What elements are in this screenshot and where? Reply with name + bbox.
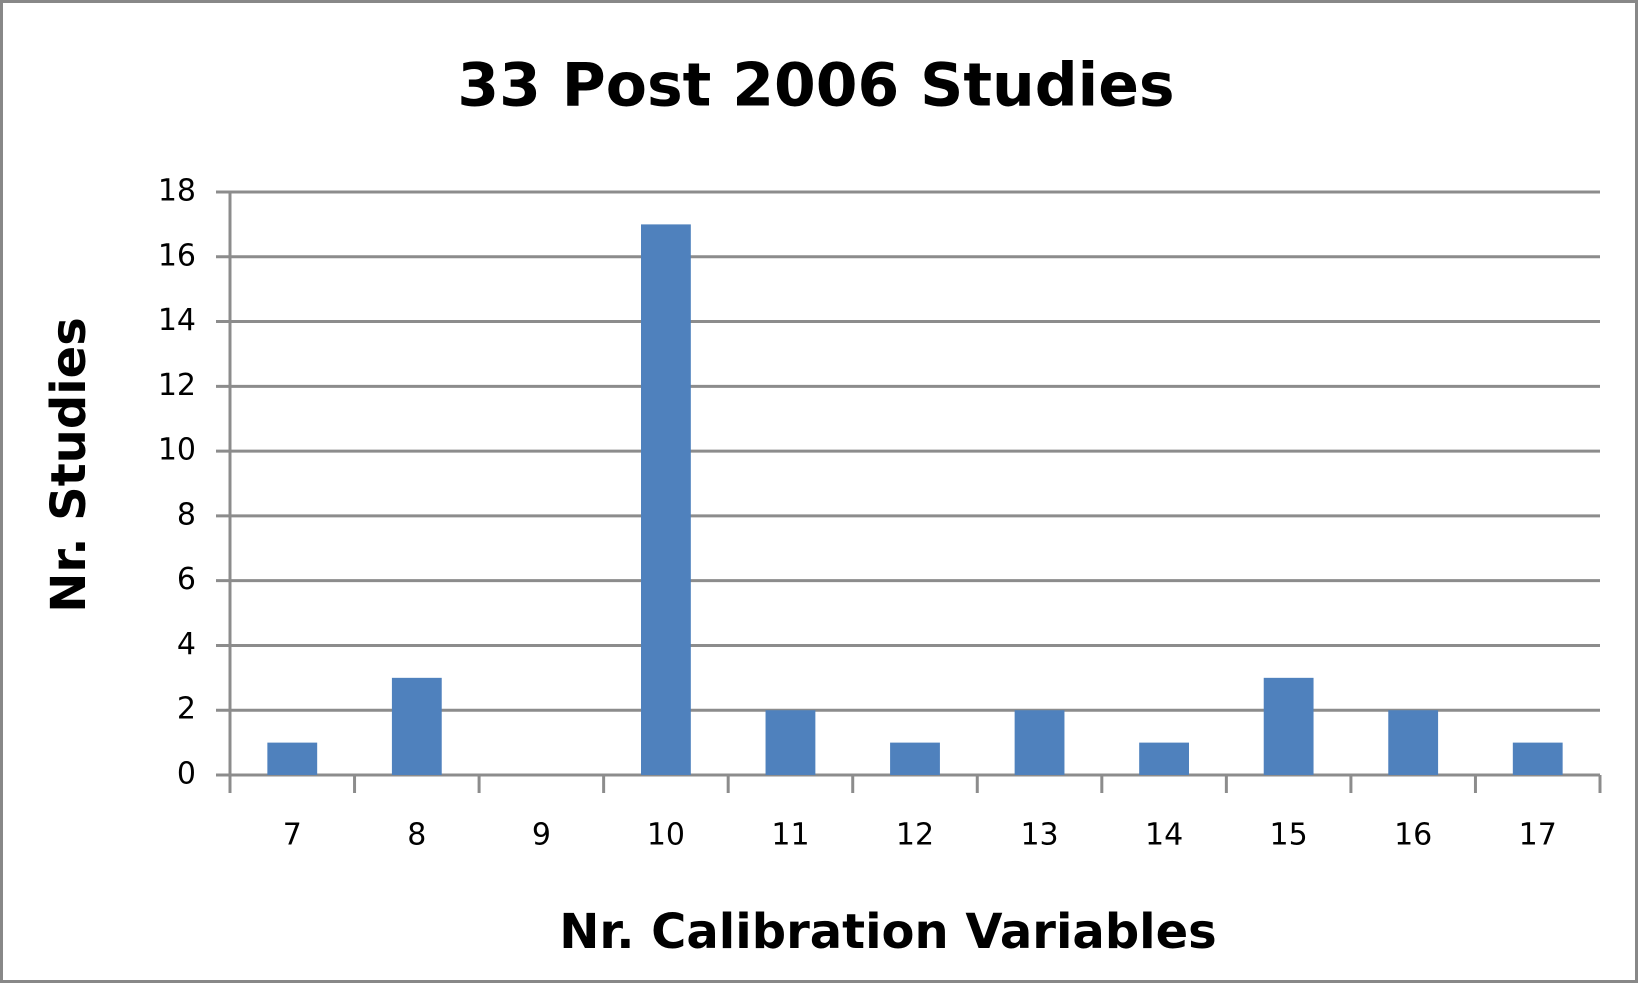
bar [267, 742, 318, 775]
y-tick-label: 14 [158, 303, 196, 338]
y-tick-label: 8 [177, 497, 196, 532]
x-tick-label: 9 [532, 818, 551, 853]
x-tick-label: 16 [1394, 818, 1432, 853]
x-tick-label: 12 [896, 818, 934, 853]
y-tick-label: 10 [158, 433, 196, 468]
bar [1512, 742, 1563, 775]
bar [1388, 710, 1439, 775]
y-tick-label: 0 [177, 757, 196, 792]
x-tick-label: 13 [1020, 818, 1058, 853]
x-tick-label: 15 [1270, 818, 1308, 853]
x-tick-label: 10 [647, 818, 685, 853]
y-axis-title: Nr. Studies [41, 317, 97, 613]
bar [765, 710, 816, 775]
y-tick-label: 4 [177, 627, 196, 662]
x-tick-label: 17 [1519, 818, 1557, 853]
x-tick-label: 8 [407, 818, 426, 853]
bar [391, 677, 442, 775]
y-tick-label: 18 [158, 174, 196, 209]
bar [890, 742, 940, 775]
bar [641, 224, 691, 775]
x-axis-title: Nr. Calibration Variables [559, 904, 1217, 960]
x-tick-label: 14 [1145, 818, 1183, 853]
y-tick-label: 16 [158, 238, 196, 273]
bar [1014, 710, 1065, 775]
chart-title: 33 Post 2006 Studies [457, 51, 1174, 121]
x-tick-label: 11 [771, 818, 809, 853]
bar [1139, 742, 1189, 775]
x-tick-label: 7 [283, 818, 302, 853]
y-tick-label: 6 [177, 562, 196, 597]
y-tick-label: 2 [177, 692, 196, 727]
bar [1263, 677, 1314, 775]
y-tick-label: 12 [158, 368, 196, 403]
